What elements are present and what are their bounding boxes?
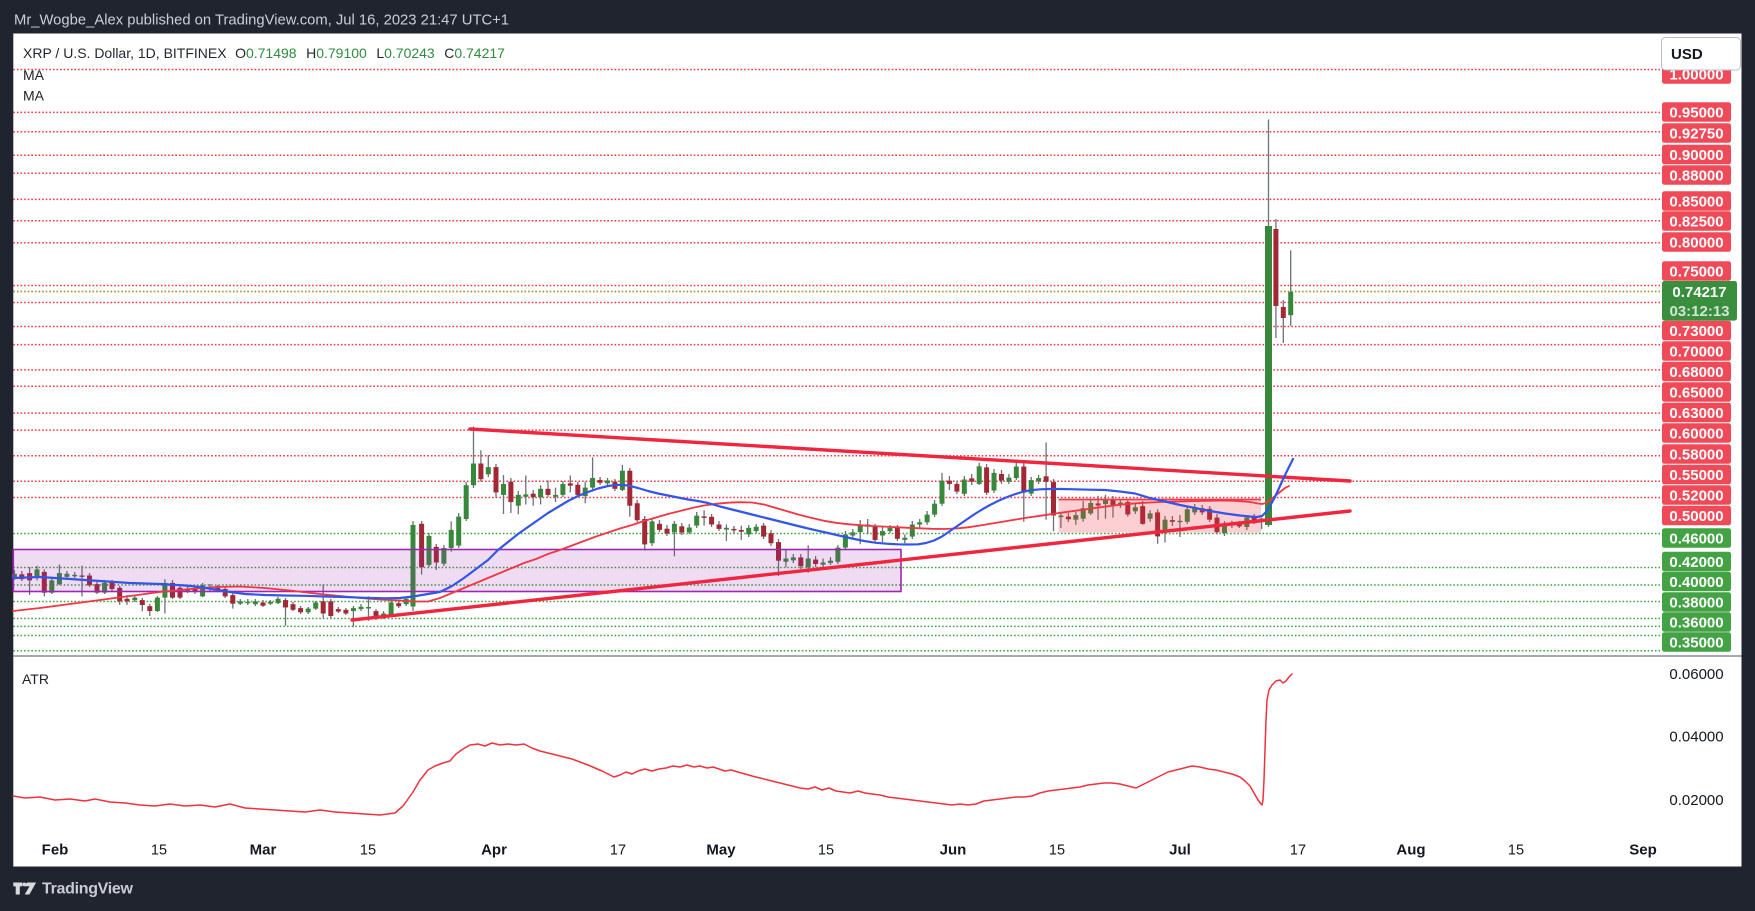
svg-text:17: 17 [1290, 843, 1306, 859]
svg-text:ATR: ATR [22, 671, 49, 687]
svg-text:May: May [706, 842, 736, 859]
svg-text:Mar: Mar [250, 842, 277, 859]
svg-text:Apr: Apr [481, 842, 507, 859]
svg-text:0.80000: 0.80000 [1669, 234, 1723, 251]
svg-text:0.38000: 0.38000 [1669, 594, 1723, 611]
svg-text:0.35000: 0.35000 [1669, 634, 1723, 651]
svg-text:15: 15 [1508, 843, 1524, 859]
svg-text:Jul: Jul [1169, 842, 1191, 859]
svg-text:XRP / U.S. Dollar, 1D, BITFINE: XRP / U.S. Dollar, 1D, BITFINEX O0.71498 H… [23, 45, 505, 61]
svg-text:15: 15 [360, 843, 376, 859]
svg-text:Aug: Aug [1396, 842, 1425, 859]
svg-text:USD: USD [1671, 46, 1703, 63]
svg-text:0.42000: 0.42000 [1669, 554, 1723, 571]
svg-text:TradingView: TradingView [42, 881, 134, 898]
svg-text:Feb: Feb [42, 842, 69, 859]
svg-text:0.55000: 0.55000 [1669, 467, 1723, 484]
svg-text:0.58000: 0.58000 [1669, 446, 1723, 463]
svg-text:0.40000: 0.40000 [1669, 574, 1723, 591]
svg-text:0.95000: 0.95000 [1669, 104, 1723, 121]
svg-text:1.00000: 1.00000 [1669, 66, 1723, 83]
svg-text:15: 15 [1049, 843, 1065, 859]
svg-text:0.70000: 0.70000 [1669, 343, 1723, 360]
svg-text:0.65000: 0.65000 [1669, 384, 1723, 401]
svg-text:0.04000: 0.04000 [1669, 729, 1723, 746]
svg-text:0.06000: 0.06000 [1669, 666, 1723, 683]
svg-text:15: 15 [818, 843, 834, 859]
svg-text:Sep: Sep [1629, 842, 1657, 859]
svg-text:0.85000: 0.85000 [1669, 193, 1723, 210]
svg-text:0.75000: 0.75000 [1669, 263, 1723, 280]
svg-text:03:12:13: 03:12:13 [1669, 303, 1729, 320]
svg-text:0.88000: 0.88000 [1669, 167, 1723, 184]
svg-text:0.36000: 0.36000 [1669, 614, 1723, 631]
svg-text:0.68000: 0.68000 [1669, 364, 1723, 381]
svg-text:17: 17 [610, 843, 626, 859]
svg-text:0.60000: 0.60000 [1669, 425, 1723, 442]
svg-text:0.52000: 0.52000 [1669, 487, 1723, 504]
svg-text:15: 15 [151, 843, 167, 859]
svg-text:0.63000: 0.63000 [1669, 405, 1723, 422]
svg-text:0.82500: 0.82500 [1669, 213, 1723, 230]
svg-text:Jun: Jun [940, 842, 967, 859]
svg-text:0.50000: 0.50000 [1669, 508, 1723, 525]
svg-text:0.92750: 0.92750 [1669, 125, 1723, 142]
svg-text:0.02000: 0.02000 [1669, 792, 1723, 809]
svg-text:0.73000: 0.73000 [1669, 323, 1723, 340]
svg-text:MA: MA [23, 67, 45, 83]
svg-text:0.74217: 0.74217 [1672, 284, 1726, 301]
svg-text:0.46000: 0.46000 [1669, 530, 1723, 547]
svg-text:MA: MA [23, 88, 45, 104]
svg-text:0.90000: 0.90000 [1669, 147, 1723, 164]
svg-text:Mr_Wogbe_Alex published on Tra: Mr_Wogbe_Alex published on TradingView.c… [14, 13, 509, 29]
